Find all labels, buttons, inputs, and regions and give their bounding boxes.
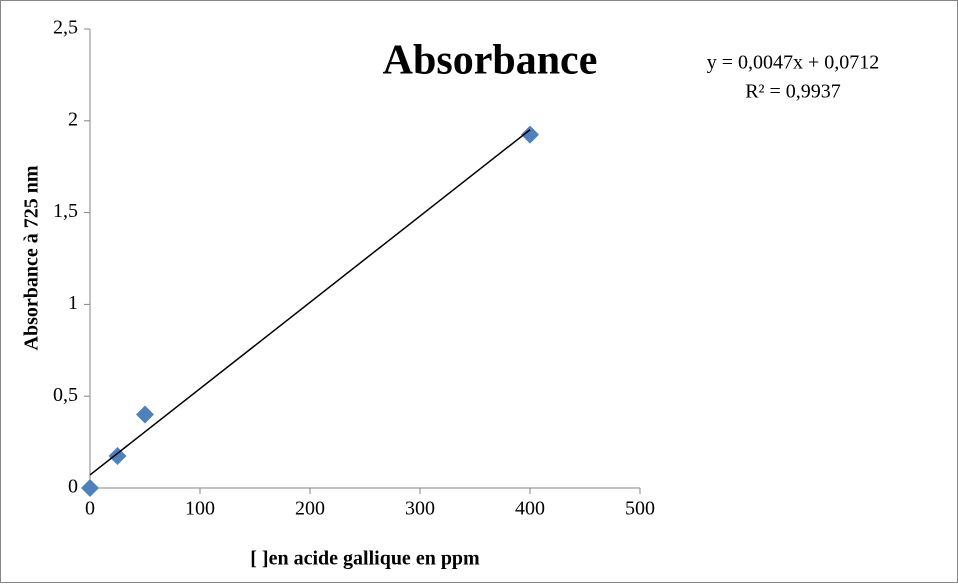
- data-point: [81, 479, 99, 497]
- x-tick-label: 200: [295, 498, 325, 520]
- x-tick-label: 500: [625, 498, 655, 520]
- y-tick-label: 1,5: [53, 200, 78, 222]
- x-tick-label: 400: [515, 498, 545, 520]
- data-point: [108, 447, 127, 466]
- x-tick-label: 300: [405, 498, 435, 520]
- y-tick-label: 0,5: [53, 384, 78, 406]
- y-tick-label: 1: [68, 292, 78, 314]
- data-point: [521, 125, 539, 144]
- x-tick-label: 100: [185, 498, 215, 520]
- trendline-equation: y = 0,0047x + 0,0712: [707, 52, 880, 74]
- y-tick-label: 2,5: [53, 17, 78, 39]
- y-tick-label: 2: [68, 108, 78, 130]
- y-tick-label: 0: [68, 476, 78, 498]
- trendline: [89, 129, 531, 476]
- y-axis-label: Absorbance à 725 nm: [21, 165, 43, 350]
- data-point: [136, 405, 154, 424]
- x-axis-label: [ ]en acide gallique en ppm: [250, 548, 480, 570]
- chart-title: Absorbance: [383, 38, 598, 84]
- x-tick-label: 0: [85, 498, 95, 520]
- trendline-r2: R² = 0,9937: [745, 81, 841, 103]
